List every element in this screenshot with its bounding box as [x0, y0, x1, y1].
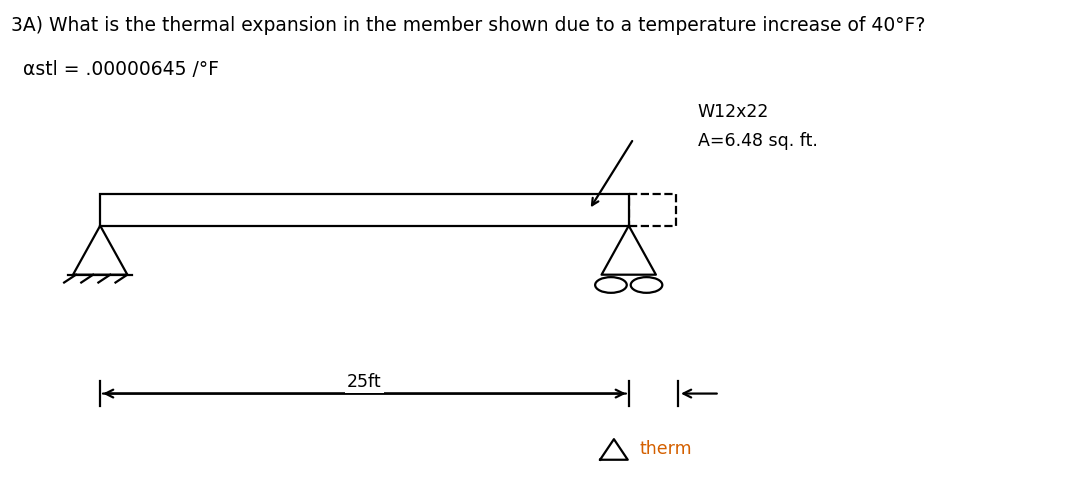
Bar: [100, 194, 628, 226]
Text: 25ft: 25ft: [347, 373, 382, 391]
Circle shape: [631, 277, 662, 293]
Text: A=6.48 sq. ft.: A=6.48 sq. ft.: [697, 132, 818, 150]
Text: αstl = .00000645 /°F: αstl = .00000645 /°F: [11, 60, 219, 79]
Text: therm: therm: [639, 440, 692, 458]
Text: 3A) What is the thermal expansion in the member shown due to a temperature incre: 3A) What is the thermal expansion in the…: [11, 16, 926, 35]
Bar: [628, 194, 676, 226]
Circle shape: [595, 277, 626, 293]
Text: W12x22: W12x22: [697, 103, 770, 121]
